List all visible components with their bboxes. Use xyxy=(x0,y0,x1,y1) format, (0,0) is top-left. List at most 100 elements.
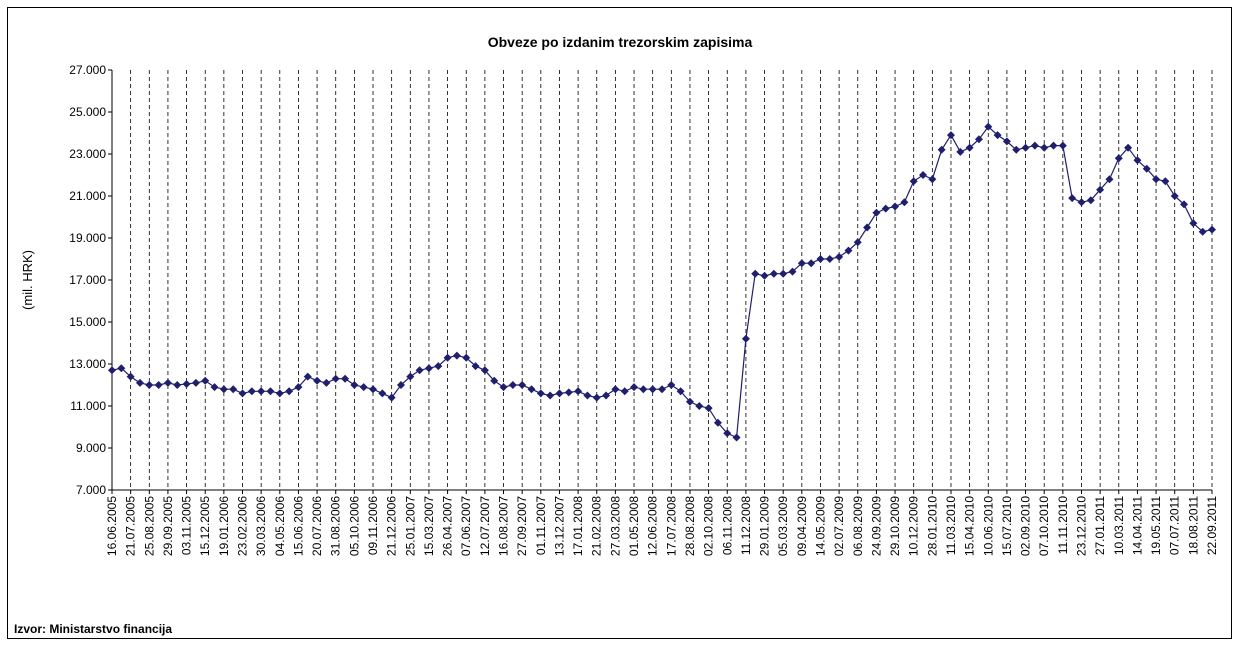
marker xyxy=(387,393,396,402)
marker xyxy=(229,385,238,394)
x-tick-label: 04.05.2006 xyxy=(273,496,287,556)
y-tick-label: 13.000 xyxy=(69,357,106,371)
marker xyxy=(546,391,555,400)
marker xyxy=(611,385,620,394)
marker xyxy=(238,389,247,398)
marker xyxy=(1049,141,1058,150)
marker xyxy=(369,385,378,394)
marker xyxy=(518,381,527,389)
x-tick-label: 06.11.2008 xyxy=(720,496,734,555)
x-tick-label: 24.09.2009 xyxy=(869,496,883,556)
marker xyxy=(891,202,900,211)
x-tick-label: 15.03.2007 xyxy=(422,496,436,556)
marker xyxy=(396,381,405,389)
marker xyxy=(462,353,471,362)
marker xyxy=(872,208,881,217)
marker xyxy=(984,122,993,131)
marker xyxy=(341,374,350,383)
marker xyxy=(863,223,872,232)
x-tick-label: 01.11.2007 xyxy=(534,496,548,555)
marker xyxy=(741,334,750,343)
marker xyxy=(415,366,424,375)
x-tick-label: 15.06.2006 xyxy=(291,496,305,556)
marker xyxy=(779,269,788,278)
marker xyxy=(937,145,946,154)
marker xyxy=(154,381,163,389)
marker xyxy=(788,267,797,276)
marker xyxy=(536,389,545,398)
marker xyxy=(1142,164,1151,173)
x-tick-label: 19.01.2006 xyxy=(217,496,231,556)
marker xyxy=(769,269,778,278)
marker xyxy=(480,366,489,375)
marker xyxy=(1058,141,1067,150)
x-tick-label: 29.01.2009 xyxy=(758,496,772,556)
marker xyxy=(145,381,154,389)
marker xyxy=(247,387,256,396)
marker xyxy=(331,374,340,383)
x-tick-label: 07.07.2011 xyxy=(1168,496,1182,555)
marker xyxy=(499,383,508,392)
x-tick-label: 28.01.2010 xyxy=(925,496,939,556)
marker xyxy=(1124,143,1133,152)
marker xyxy=(126,372,135,381)
marker xyxy=(406,372,415,381)
marker xyxy=(173,381,182,389)
marker xyxy=(825,255,834,263)
x-tick-label: 02.07.2009 xyxy=(832,496,846,556)
marker xyxy=(471,362,480,371)
marker xyxy=(117,364,126,373)
marker xyxy=(275,389,284,398)
marker xyxy=(1198,227,1207,236)
y-tick-label: 17.000 xyxy=(69,273,106,287)
y-tick-label: 23.000 xyxy=(69,147,106,161)
marker xyxy=(695,402,704,410)
marker xyxy=(658,385,666,394)
x-tick-label: 15.12.2005 xyxy=(198,496,212,556)
x-tick-label: 12.07.2007 xyxy=(478,496,492,556)
x-tick-label: 18.08.2011 xyxy=(1186,496,1200,555)
marker xyxy=(294,383,303,392)
y-tick-label: 7.000 xyxy=(76,483,106,497)
marker xyxy=(676,387,685,396)
marker xyxy=(946,131,955,140)
marker xyxy=(108,366,116,375)
marker xyxy=(1086,196,1095,205)
x-tick-label: 11.03.2010 xyxy=(944,496,958,555)
marker xyxy=(508,381,517,389)
marker xyxy=(424,364,433,373)
marker xyxy=(648,385,657,394)
y-tick-label: 25.000 xyxy=(69,105,106,119)
marker xyxy=(685,397,694,406)
x-tick-label: 11.12.2008 xyxy=(739,496,753,555)
x-tick-label: 31.08.2006 xyxy=(329,496,343,556)
x-tick-label: 07.10.2010 xyxy=(1037,496,1051,556)
x-tick-label: 27.01.2011 xyxy=(1093,496,1107,555)
marker xyxy=(1002,137,1011,146)
marker xyxy=(928,175,937,184)
marker xyxy=(974,135,983,144)
marker xyxy=(602,391,611,400)
x-tick-label: 05.10.2006 xyxy=(347,496,361,556)
marker xyxy=(1096,185,1105,194)
x-tick-label: 01.05.2008 xyxy=(627,496,641,556)
x-tick-label: 02.10.2008 xyxy=(702,496,716,556)
y-tick-label: 19.000 xyxy=(69,231,106,245)
x-tick-label: 17.01.2008 xyxy=(571,496,585,556)
x-tick-label: 06.08.2009 xyxy=(851,496,865,556)
x-tick-label: 16.08.2007 xyxy=(497,496,511,556)
x-tick-label: 13.12.2007 xyxy=(552,496,566,556)
y-tick-label: 21.000 xyxy=(69,189,106,203)
x-tick-label: 15.04.2010 xyxy=(963,496,977,556)
marker xyxy=(620,387,629,396)
x-tick-label: 27.09.2007 xyxy=(515,496,529,556)
x-tick-label: 10.06.2010 xyxy=(981,496,995,556)
marker xyxy=(1105,175,1114,184)
marker xyxy=(1161,177,1170,186)
x-tick-label: 23.02.2006 xyxy=(236,496,250,556)
x-tick-label: 05.03.2009 xyxy=(776,496,790,556)
marker xyxy=(555,389,564,398)
x-tick-label: 14.05.2009 xyxy=(813,496,827,556)
marker xyxy=(219,385,228,394)
marker xyxy=(844,246,853,255)
